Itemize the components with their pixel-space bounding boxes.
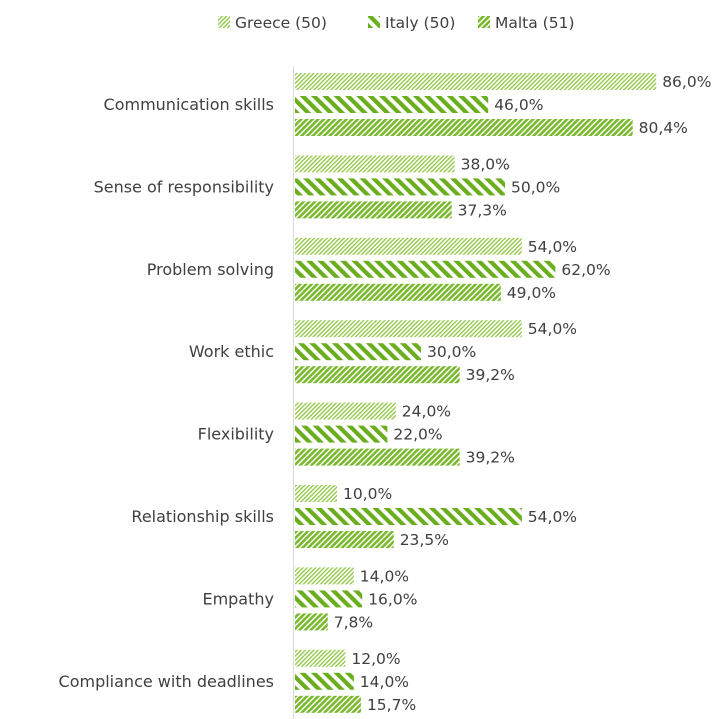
- data-label-greece: 54,0%: [528, 320, 577, 338]
- data-label-malta: 23,5%: [400, 531, 449, 549]
- bar-italy: [295, 508, 522, 525]
- bar-italy: [295, 672, 354, 690]
- value-labels: 86,0% 46,0% 80,4% 38,0%50,0%37,3% 54,0% 62,0%…: [334, 73, 712, 714]
- data-label-italy: 22,0%: [393, 426, 442, 444]
- bar-greece: [295, 237, 522, 255]
- bar-malta: [295, 283, 501, 301]
- category-label: Work ethic: [189, 342, 274, 361]
- legend: Greece (50) Italy (50) Malta (51): [218, 14, 575, 32]
- data-label-italy: 30,0%: [427, 343, 476, 361]
- legend-swatch-malta: [478, 16, 490, 28]
- bar-greece: [295, 320, 522, 338]
- data-label-greece: 38,0%: [461, 155, 510, 173]
- bar-greece: [295, 155, 455, 173]
- data-label-italy: 16,0%: [368, 590, 417, 608]
- data-label-italy: 62,0%: [561, 261, 610, 279]
- bars: [295, 73, 657, 713]
- bar-greece: [295, 73, 657, 90]
- bar-greece: [295, 402, 396, 420]
- bar-malta: [295, 119, 633, 136]
- data-label-greece: 14,0%: [360, 567, 409, 585]
- data-label-malta: 37,3%: [458, 201, 507, 219]
- data-label-greece: 10,0%: [343, 485, 392, 503]
- data-label-greece: 12,0%: [351, 650, 400, 668]
- data-label-greece: 86,0%: [662, 73, 711, 91]
- data-label-malta: 15,7%: [367, 696, 416, 714]
- bar-italy: [295, 96, 489, 113]
- legend-swatch-greece: [218, 16, 230, 28]
- data-label-greece: 24,0%: [402, 403, 451, 421]
- legend-swatch-italy: [368, 16, 380, 28]
- category-labels: Communication skills Sense of responsibil…: [59, 95, 274, 691]
- legend-label-italy: Italy (50): [385, 14, 455, 32]
- data-label-italy: 54,0%: [528, 508, 577, 526]
- bar-malta: [295, 531, 394, 548]
- data-label-italy: 14,0%: [360, 673, 409, 691]
- bar-italy: [295, 425, 388, 443]
- bar-italy: [295, 343, 421, 361]
- category-label: Sense of responsibility: [94, 177, 274, 196]
- bar-malta: [295, 695, 361, 713]
- bar-italy: [295, 260, 556, 278]
- data-label-malta: 7,8%: [334, 613, 373, 631]
- legend-label-malta: Malta (51): [495, 14, 575, 32]
- data-label-malta: 39,2%: [466, 449, 515, 467]
- data-label-malta: 80,4%: [639, 119, 688, 137]
- category-label: Empathy: [202, 589, 274, 608]
- category-label: Problem solving: [147, 260, 274, 279]
- bar-greece: [295, 567, 354, 585]
- bar-malta: [295, 201, 452, 219]
- data-label-malta: 49,0%: [507, 284, 556, 302]
- bar-malta: [295, 366, 460, 384]
- data-label-italy: 46,0%: [494, 96, 543, 114]
- category-label: Flexibility: [198, 425, 274, 444]
- bar-italy: [295, 590, 363, 608]
- category-label: Communication skills: [104, 95, 274, 114]
- legend-label-greece: Greece (50): [235, 14, 327, 32]
- data-label-greece: 54,0%: [528, 238, 577, 256]
- category-label: Relationship skills: [131, 507, 274, 526]
- data-label-malta: 39,2%: [466, 366, 515, 384]
- bar-italy: [295, 178, 505, 196]
- bar-greece: [295, 485, 337, 502]
- bar-malta: [295, 613, 328, 631]
- category-label: Compliance with deadlines: [59, 672, 274, 691]
- bar-malta: [295, 448, 460, 466]
- bar-greece: [295, 649, 346, 667]
- data-label-italy: 50,0%: [511, 178, 560, 196]
